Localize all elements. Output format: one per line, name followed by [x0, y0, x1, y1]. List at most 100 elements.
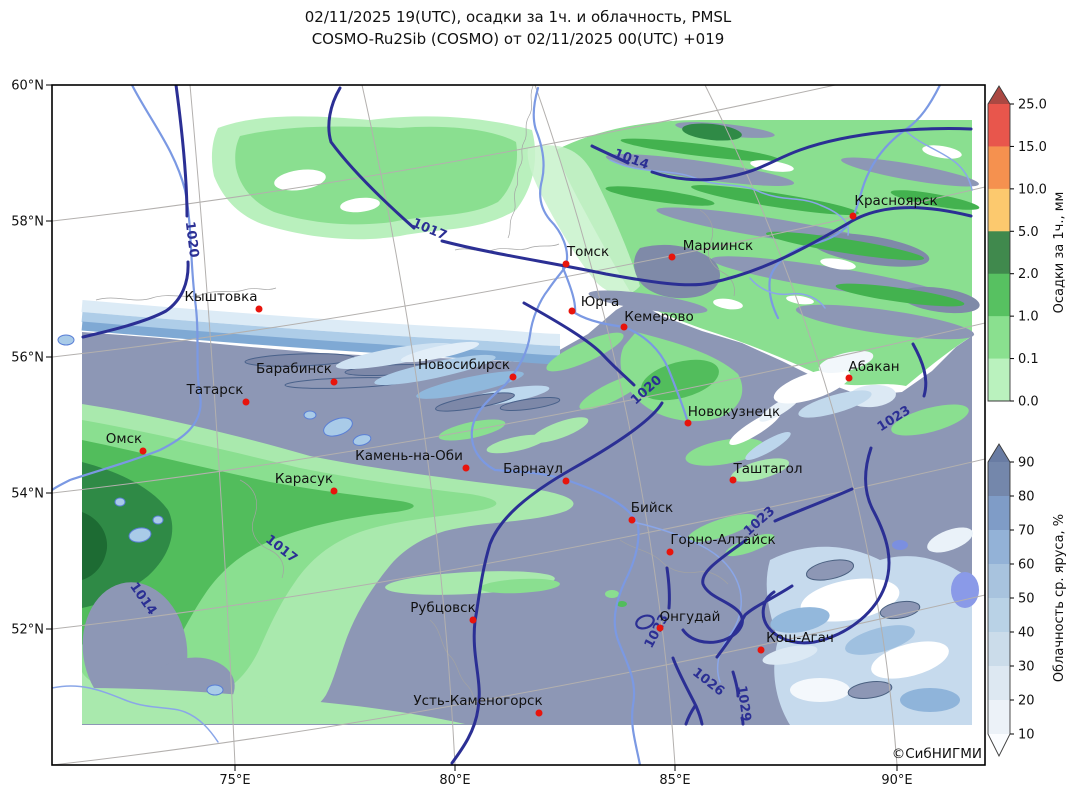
city-dot — [255, 305, 263, 313]
city-dot — [568, 307, 576, 315]
precip-patches-layer — [438, 332, 969, 607]
isobars-layer — [81, 85, 973, 765]
colorbar-segment — [988, 700, 1010, 735]
colorbar-tick-label: 10 — [1018, 728, 1035, 743]
city-dot — [330, 378, 338, 386]
city-dot — [469, 616, 477, 624]
colorbar-tick-label: 30 — [1018, 660, 1035, 675]
city-dot — [620, 323, 628, 331]
colorbar-segment — [988, 632, 1010, 667]
city-label: Омск — [106, 431, 142, 447]
colorbar-segment — [988, 530, 1010, 565]
city-label: Онгудай — [660, 609, 721, 625]
precip-nw-layer — [211, 116, 536, 240]
lat-tick-label: 52°N — [11, 623, 44, 638]
city-label: Карасук — [275, 471, 333, 487]
colorbar-segment — [988, 358, 1010, 402]
colorbar-tick-label: 2.0 — [1018, 267, 1039, 282]
colorbar-segment — [988, 188, 1010, 232]
colorbar-tick-label: 15.0 — [1018, 140, 1047, 155]
colorbar-segment — [988, 104, 1010, 147]
colorbar-tick-label: 70 — [1018, 524, 1035, 539]
city-label: Камень-на-Оби — [355, 448, 463, 464]
copyright-text: ©СибНИГМИ — [892, 746, 982, 762]
admin-borders-layer — [95, 85, 735, 709]
city-label: Новосибирск — [418, 357, 510, 373]
city-dot — [562, 260, 570, 268]
map-content: 1020 101710141020102310171014102310231026… — [52, 85, 985, 765]
colorbar-title: Осадки за 1ч., мм — [1052, 192, 1067, 314]
city-label: Барнаул — [503, 461, 563, 477]
city-label: Таштагол — [733, 461, 803, 477]
cloud-band-layer — [81, 300, 561, 412]
city-dot — [656, 624, 664, 632]
city-dot — [849, 212, 857, 220]
map-frame — [51, 84, 986, 766]
city-label: Мариинск — [683, 238, 753, 254]
city-dot — [509, 373, 517, 381]
city-label: Томск — [566, 244, 609, 260]
colorbar-tick-label: 20 — [1018, 694, 1035, 709]
colorbar-segment — [988, 564, 1010, 599]
colorbar-segment — [988, 666, 1010, 701]
colorbar-tick-label: 5.0 — [1018, 225, 1039, 240]
city-label: Горно-Алтайск — [670, 532, 775, 548]
longitude-axis: 75°E 80°E 85°E 90°E — [219, 765, 913, 788]
colorbar-tick-label: 40 — [1018, 626, 1035, 641]
lon-tick-label: 90°E — [881, 773, 912, 788]
precip-ne-layer — [527, 120, 980, 386]
isobar-value-label: 1029 — [734, 685, 754, 723]
colorbar-top-arrow — [988, 444, 1010, 462]
colorbar-top-arrow — [988, 86, 1010, 104]
colorbar-segment — [988, 598, 1010, 633]
city-dot — [668, 253, 676, 261]
colorbar-outline — [987, 85, 1011, 402]
lon-tick-label: 75°E — [219, 773, 250, 788]
city-label: Усть-Каменогорск — [413, 693, 542, 709]
city-label: Бийск — [631, 500, 673, 516]
colorbar-title: Облачность ср. яруса, % — [1052, 514, 1067, 682]
colorbar-tick-label: 10.0 — [1018, 182, 1047, 197]
lat-tick-label: 54°N — [11, 487, 44, 502]
city-dot — [684, 419, 692, 427]
colorbar-cloudiness: 90 80 70 60 50 40 30 20 10 Облачность ср. яруса, … — [987, 443, 1067, 758]
city-label: Барабинск — [256, 361, 332, 377]
colorbar-tick-label: 0.1 — [1018, 352, 1039, 367]
city-label: Абакан — [848, 359, 899, 375]
cities-layer: Красноярск Томск Мариинск Кыштовка ЮргаКемер… — [106, 193, 938, 717]
colorbar-segment — [988, 316, 1010, 360]
city-label: Татарск — [186, 382, 244, 398]
lat-tick-label: 60°N — [11, 79, 44, 94]
colorbar-tick-label: 50 — [1018, 592, 1035, 607]
city-label: Юрга — [581, 294, 620, 310]
colorbar-precipitation: 25.0 15.0 10.0 5.0 2.0 1.0 0.1 0.0 Осадки за 1ч.… — [987, 85, 1067, 410]
city-dot — [628, 516, 636, 524]
cloud-altai-layer — [762, 527, 979, 725]
city-dot — [757, 646, 765, 654]
city-dot — [845, 374, 853, 382]
colorbar-tick-label: 25.0 — [1018, 98, 1047, 113]
city-label: Кыштовка — [184, 289, 257, 305]
city-dot — [330, 487, 338, 495]
city-dot — [462, 464, 470, 472]
city-label: Рубцовск — [410, 600, 475, 616]
city-dot — [729, 476, 737, 484]
latitude-axis: 60°N 58°N 56°N 54°N 52°N — [11, 79, 52, 638]
figure-title-line2: COSMO-Ru2Sib (COSMO) от 02/11/2025 00(UT… — [312, 30, 725, 48]
colorbar-tick-label: 60 — [1018, 558, 1035, 573]
colorbar-segment — [988, 146, 1010, 190]
colorbar-tick-label: 80 — [1018, 490, 1035, 505]
lat-tick-label: 56°N — [11, 351, 44, 366]
lon-tick-label: 80°E — [439, 773, 470, 788]
colorbar-segment — [988, 496, 1010, 531]
colorbar-segment — [988, 273, 1010, 317]
colorbar-segment — [988, 231, 1010, 275]
isobar-value-label: 1020 — [182, 221, 201, 259]
city-dot — [562, 477, 570, 485]
city-dot — [242, 398, 250, 406]
figure-title-line1: 02/11/2025 19(UTC), осадки за 1ч. и обла… — [305, 8, 732, 26]
lon-tick-label: 85°E — [659, 773, 690, 788]
city-dot — [535, 709, 543, 717]
